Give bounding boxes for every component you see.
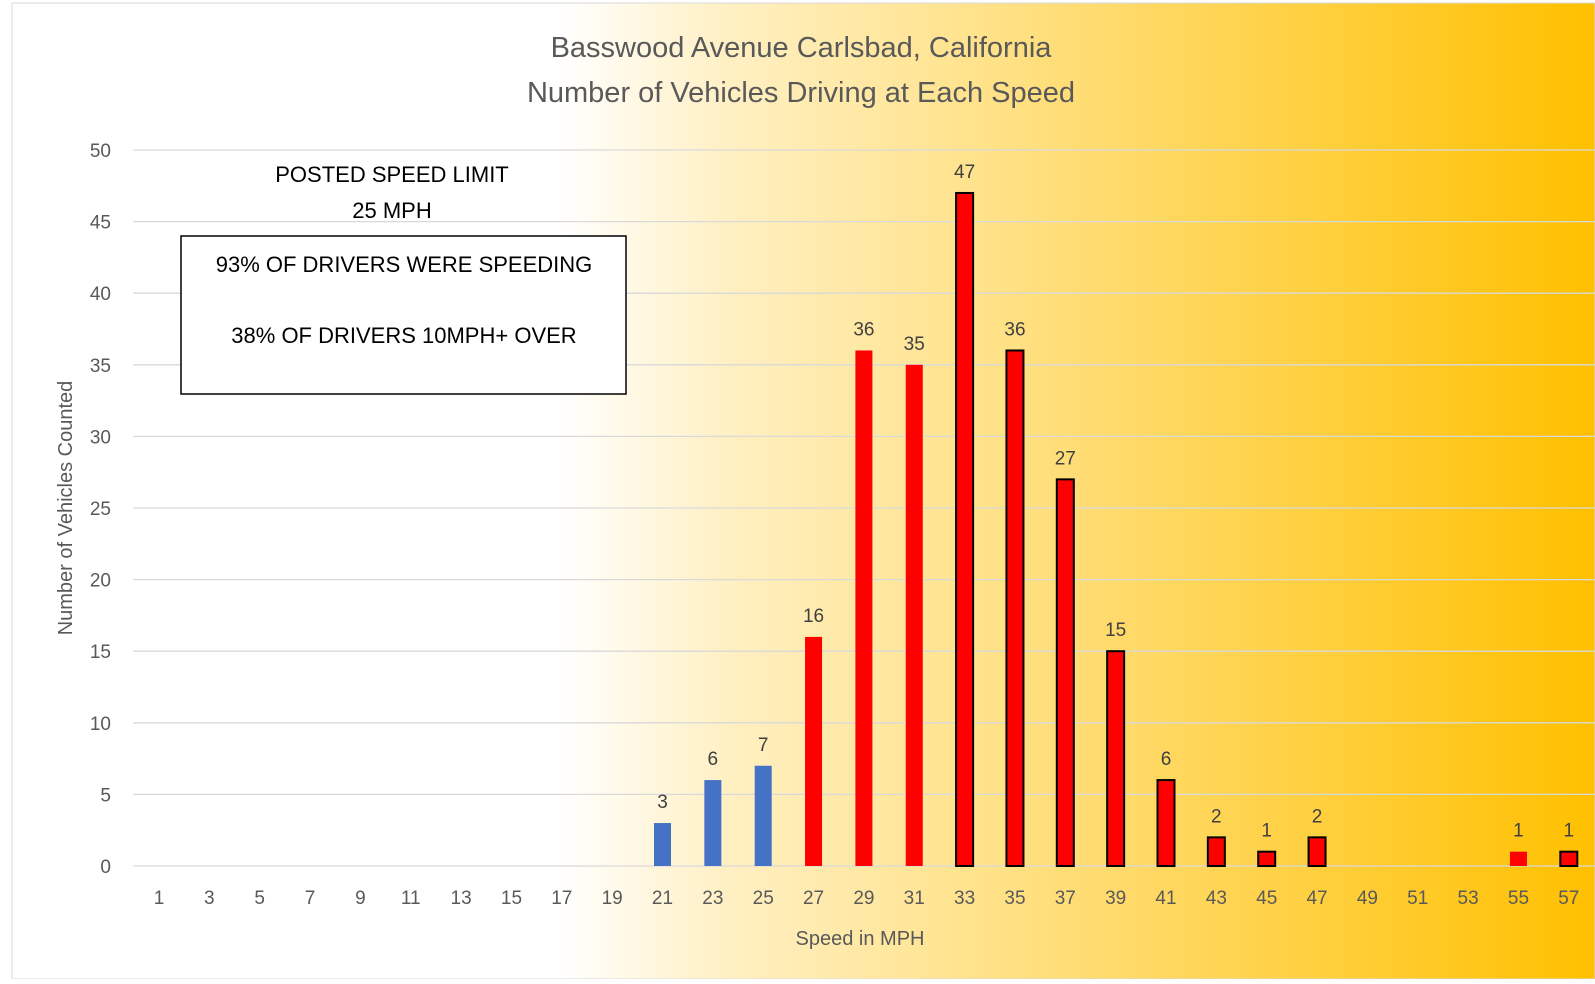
x-tick-label: 57 <box>1558 888 1579 909</box>
x-axis-title: Speed in MPH <box>796 928 925 950</box>
chart-title-line-2: Number of Vehicles Driving at Each Speed <box>527 77 1075 109</box>
x-tick-label: 11 <box>401 888 421 909</box>
bar-speed-45 <box>1257 850 1277 867</box>
data-label: 1 <box>1261 821 1272 842</box>
bar-speed-57 <box>1559 850 1579 867</box>
posted-speed-limit-value: 25 MPH <box>352 198 431 223</box>
over-ten-percent-text: 38% OF DRIVERS 10MPH+ OVER <box>231 323 576 348</box>
x-tick-label: 13 <box>451 888 472 909</box>
x-tick-label: 15 <box>501 888 522 909</box>
x-tick-label: 33 <box>954 888 975 909</box>
x-tick-label: 5 <box>254 888 265 909</box>
bar-speed-39 <box>1106 650 1126 868</box>
bar-speed-47 <box>1307 836 1327 867</box>
chart-background <box>11 2 1595 980</box>
y-tick-label: 5 <box>100 785 111 806</box>
bar-speed-41 <box>1156 779 1176 868</box>
y-axis-title: Number of Vehicles Counted <box>55 381 77 636</box>
data-label: 1 <box>1513 821 1524 842</box>
y-tick-label: 50 <box>90 141 111 162</box>
bar-speed-29 <box>855 350 873 867</box>
bar-speed-37 <box>1055 478 1075 867</box>
bar-speed-23 <box>704 780 722 866</box>
bar-speed-27 <box>805 636 823 866</box>
x-tick-label: 51 <box>1407 888 1428 909</box>
x-tick-label: 21 <box>652 888 673 909</box>
data-label: 27 <box>1055 448 1076 469</box>
bar-speed-55 <box>1509 851 1527 866</box>
bars <box>654 191 1579 868</box>
bar-speed-31 <box>905 364 923 866</box>
data-label: 47 <box>954 162 975 183</box>
x-tick-label: 39 <box>1105 888 1126 909</box>
x-tick-label: 19 <box>602 888 623 909</box>
y-tick-label: 25 <box>90 499 111 520</box>
y-tick-label: 40 <box>90 284 111 305</box>
y-tick-label: 45 <box>90 213 111 234</box>
x-tick-label: 23 <box>702 888 723 909</box>
data-label: 6 <box>708 749 719 770</box>
bar-speed-25 <box>754 765 772 866</box>
x-tick-label: 27 <box>803 888 824 909</box>
data-label: 3 <box>657 792 668 813</box>
data-label: 2 <box>1312 806 1323 827</box>
data-label: 35 <box>904 334 925 355</box>
speeding-summary-box: 93% OF DRIVERS WERE SPEEDING 38% OF DRIV… <box>180 235 627 395</box>
x-tick-label: 9 <box>355 888 366 909</box>
bar-speed-43 <box>1206 836 1226 867</box>
x-tick-label: 49 <box>1357 888 1378 909</box>
x-tick-label: 45 <box>1256 888 1277 909</box>
data-label: 15 <box>1105 620 1126 641</box>
y-tick-label: 15 <box>90 642 111 663</box>
x-tick-label: 7 <box>305 888 316 909</box>
x-axis-ticks: 1 3 5 7 9 11 13 15 17 19 21 23 25 27 29 31 33 35 37 39 41 43 4… <box>154 888 1580 909</box>
x-tick-label: 17 <box>551 888 572 909</box>
data-label: 1 <box>1564 821 1575 842</box>
x-tick-label: 55 <box>1508 888 1529 909</box>
chart-title-line-1: Basswood Avenue Carlsbad, California <box>551 32 1053 64</box>
data-label: 7 <box>758 735 769 756</box>
y-tick-label: 20 <box>90 571 111 592</box>
bar-speed-33 <box>955 191 975 867</box>
x-tick-label: 31 <box>904 888 925 909</box>
x-tick-label: 3 <box>204 888 215 909</box>
x-tick-label: 41 <box>1155 888 1176 909</box>
bar-speed-35 <box>1005 349 1025 868</box>
posted-speed-limit-label: POSTED SPEED LIMIT <box>275 162 509 187</box>
x-tick-label: 53 <box>1458 888 1479 909</box>
y-tick-label: 0 <box>100 857 111 878</box>
x-tick-label: 43 <box>1206 888 1227 909</box>
bar-speed-21 <box>654 823 671 866</box>
x-tick-label: 29 <box>853 888 874 909</box>
x-tick-label: 47 <box>1306 888 1327 909</box>
x-tick-label: 35 <box>1004 888 1025 909</box>
summary-box-frame <box>180 235 627 395</box>
y-tick-label: 10 <box>90 714 111 735</box>
data-label: 36 <box>853 319 874 340</box>
data-label: 36 <box>1004 319 1025 340</box>
y-tick-label: 35 <box>90 356 111 377</box>
y-tick-label: 30 <box>90 427 111 448</box>
speeding-percent-text: 93% OF DRIVERS WERE SPEEDING <box>216 252 593 277</box>
data-label: 6 <box>1161 749 1172 770</box>
y-axis-ticks: 0 5 10 15 20 25 30 35 40 45 50 <box>90 141 111 878</box>
data-label: 16 <box>803 606 824 627</box>
data-label: 2 <box>1211 806 1222 827</box>
x-tick-label: 1 <box>154 888 165 909</box>
x-tick-label: 25 <box>753 888 774 909</box>
x-tick-label: 37 <box>1055 888 1076 909</box>
